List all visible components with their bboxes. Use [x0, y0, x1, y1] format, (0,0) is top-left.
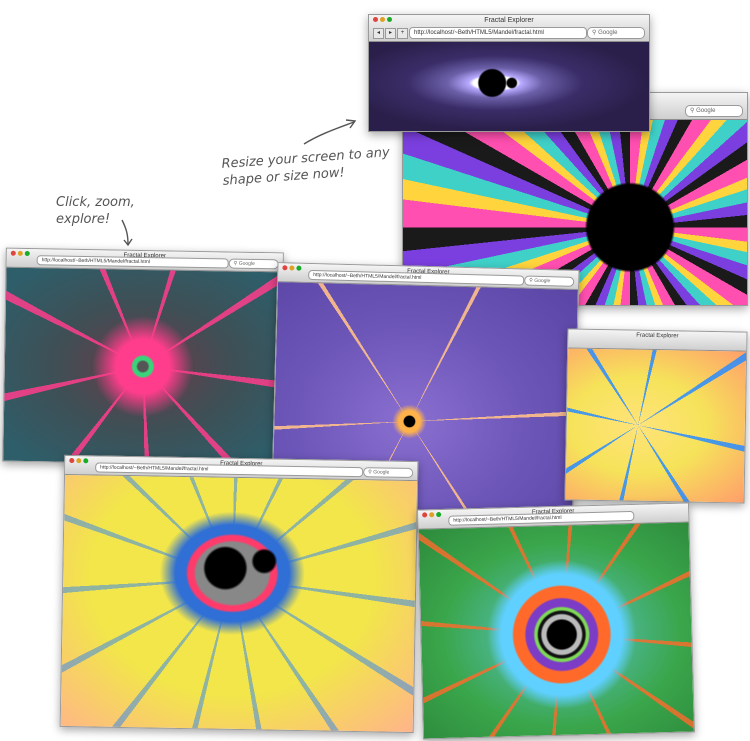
search-field[interactable]: ⚲ Google [685, 105, 743, 117]
browser-toolbar: Fractal Explorer ◂ ▸ + http://localhost/~B… [369, 15, 649, 42]
window-title: Fractal Explorer [484, 17, 534, 24]
fractal-canvas-red-dendrite[interactable] [3, 267, 283, 466]
minimize-icon[interactable] [380, 17, 385, 22]
browser-window-red-dendrite: Fractal Explorer http://localhost/~Beth/… [2, 247, 284, 467]
address-bar[interactable]: http://localhost/~Beth/HTML5/Mandel/frac… [36, 255, 229, 269]
search-field[interactable]: ⚲ Google [363, 467, 414, 479]
search-field[interactable]: ⚲ Google [228, 258, 279, 270]
fractal-canvas-yellow-cardioid[interactable] [60, 474, 417, 733]
browser-window-yellow-blue: Fractal Explorer [564, 328, 748, 504]
address-bar[interactable]: http://localhost/~Beth/HTML5/Mandel/frac… [409, 27, 587, 39]
arrow-down-icon [121, 219, 133, 247]
search-field[interactable]: ⚲ Google [524, 275, 575, 287]
fractal-canvas-mandelbrot[interactable] [369, 42, 649, 131]
browser-window-top-small: Fractal Explorer ◂ ▸ + http://localhost/~B… [368, 14, 650, 132]
arrow-up-right-icon [303, 119, 357, 145]
fractal-canvas-green-rings[interactable] [418, 522, 694, 739]
add-icon[interactable]: + [397, 28, 408, 39]
close-icon[interactable] [373, 17, 378, 22]
search-field[interactable]: ⚲ Google [587, 27, 645, 39]
browser-window-green-rings: Fractal Explorer http://localhost/~Beth/… [417, 502, 695, 740]
window-title: Fractal Explorer [636, 332, 679, 340]
zoom-icon[interactable] [387, 17, 392, 22]
forward-icon[interactable]: ▸ [385, 28, 396, 39]
click-zoom-annotation: Click, zoom, explore! [56, 195, 135, 227]
browser-window-yellow-cardioid: Fractal Explorer http://localhost/~Beth/… [59, 454, 419, 734]
resize-annotation: Resize your screen to any shape or size … [221, 145, 391, 189]
back-icon[interactable]: ◂ [373, 28, 384, 39]
fractal-canvas-yellow-blue[interactable] [565, 348, 747, 503]
